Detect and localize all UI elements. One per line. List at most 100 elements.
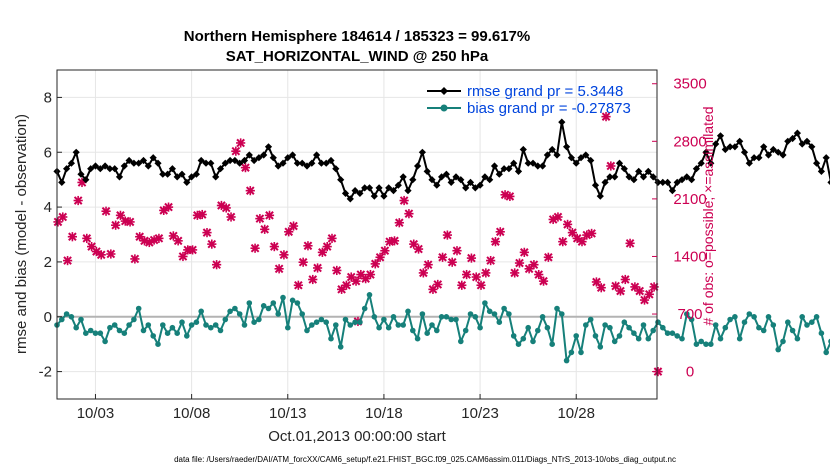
obs-count-point-0-101: [539, 277, 548, 286]
obs-count-point-0-89: [481, 268, 490, 277]
bias-point-28: [189, 322, 195, 328]
bias-point-71: [396, 322, 402, 328]
bias-point-158: [814, 314, 820, 320]
bias-point-33: [213, 322, 219, 328]
y-axis-left-label: rmse and bias (model - observation): [13, 114, 30, 354]
bias-point-93: [501, 306, 507, 312]
obs-count-point-0-102: [544, 253, 553, 262]
bias-point-67: [376, 325, 382, 331]
bias-point-27: [184, 333, 190, 339]
obs-count-point-0-37: [231, 147, 240, 156]
bias-point-68: [381, 317, 387, 323]
bias-point-18: [141, 328, 147, 334]
bias-point-66: [372, 314, 378, 320]
obs-count-point-0-86: [467, 254, 476, 263]
figure: Northern Hemisphere 184614 / 185323 = 99…: [0, 0, 830, 470]
bias-point-96: [516, 341, 522, 347]
bias-point-102: [545, 325, 551, 331]
bias-point-6: [83, 330, 89, 336]
bias-point-155: [799, 314, 805, 320]
bias-point-121: [636, 336, 642, 342]
bias-point-149: [771, 322, 777, 328]
obs-count-point-0-96: [515, 258, 524, 267]
y-right-tick-label-5: 3500: [673, 76, 706, 93]
obs-count-point-0-82: [448, 258, 457, 267]
y-right-tick-label-1: 700: [677, 306, 702, 323]
obs-count-point-0-38: [236, 138, 245, 147]
bias-point-119: [626, 325, 632, 331]
obs-count-point-0-43: [260, 225, 269, 234]
bias-point-135: [703, 341, 709, 347]
bias-point-13: [117, 328, 123, 334]
obs-count-point-0-76: [419, 268, 428, 277]
bias-point-144: [747, 311, 753, 317]
bias-point-86: [468, 311, 474, 317]
bias-point-53: [309, 322, 315, 328]
obs-count-point-0-72: [400, 196, 409, 205]
bias-point-105: [559, 311, 565, 317]
obs-count-point-0-91: [491, 237, 500, 246]
chart-title-line1: Northern Hemisphere 184614 / 185323 = 99…: [184, 28, 530, 45]
obs-count-point-0-15: [125, 217, 134, 226]
bias-point-50: [295, 300, 301, 306]
obs-count-point-0-4: [74, 196, 83, 205]
obs-count-point-0-97: [520, 248, 529, 257]
obs-count-point-0-42: [255, 214, 264, 223]
bias-point-3: [69, 314, 75, 320]
obs-count-point-0-106: [563, 220, 572, 229]
x-tick-label-1: 10/08: [173, 405, 211, 422]
bias-point-36: [227, 309, 233, 315]
bias-point-52: [304, 328, 310, 334]
obs-count-point-0-87: [472, 272, 481, 281]
obs-count-point-0-30: [198, 210, 207, 219]
obs-count-point-0-25: [174, 236, 183, 245]
bias-point-104: [554, 306, 560, 312]
bias-point-60: [343, 317, 349, 323]
obs-count-point-0-85: [462, 270, 471, 279]
bias-point-134: [698, 339, 704, 345]
bias-point-17: [136, 306, 142, 312]
bias-point-108: [573, 333, 579, 339]
obs-count-point-0-6: [82, 234, 91, 243]
bias-point-26: [179, 319, 185, 325]
obs-count-point-0-66: [371, 259, 380, 268]
obs-count-point-0-80: [438, 253, 447, 262]
obs-count-point-0-60: [342, 281, 351, 290]
bias-point-116: [612, 339, 618, 345]
bias-point-81: [444, 314, 450, 320]
obs-count-point-0-10: [101, 207, 110, 216]
obs-count-point-0-90: [486, 256, 495, 265]
obs-count-point-0-105: [558, 237, 567, 246]
chart-title-line2: SAT_HORIZONTAL_WIND @ 250 hPa: [226, 48, 489, 65]
y-left-tick-label-0: -2: [39, 364, 52, 381]
bias-point-125: [655, 319, 661, 325]
bias-point-23: [165, 330, 171, 336]
bias-point-139: [723, 325, 729, 331]
obs-count-point-0-88: [476, 281, 485, 290]
bias-point-156: [804, 322, 810, 328]
bias-point-98: [525, 325, 531, 331]
bias-point-19: [146, 322, 152, 328]
bias-point-44: [266, 306, 272, 312]
bias-point-82: [448, 317, 454, 323]
obs-count-point-0-113: [597, 283, 606, 292]
bias-point-25: [174, 330, 180, 336]
bias-point-72: [400, 322, 406, 328]
bias-point-103: [549, 341, 555, 347]
bias-point-55: [319, 317, 325, 323]
obs-count-point-0-36: [226, 212, 235, 221]
obs-count-point-0-31: [202, 228, 211, 237]
legend-bias-marker: [441, 105, 448, 112]
bias-point-106: [564, 358, 570, 364]
obs-count-point-0-45: [270, 242, 279, 251]
bias-point-126: [660, 325, 666, 331]
bias-point-65: [367, 292, 373, 298]
bias-point-42: [256, 317, 262, 323]
obs-count-point-0-57: [327, 234, 336, 243]
bias-point-91: [492, 311, 498, 317]
bias-point-110: [583, 322, 589, 328]
obs-count-point-0-3: [68, 232, 77, 241]
y-left-tick-label-5: 8: [44, 89, 52, 106]
obs-count-point-0-111: [587, 229, 596, 238]
bias-point-153: [790, 328, 796, 334]
